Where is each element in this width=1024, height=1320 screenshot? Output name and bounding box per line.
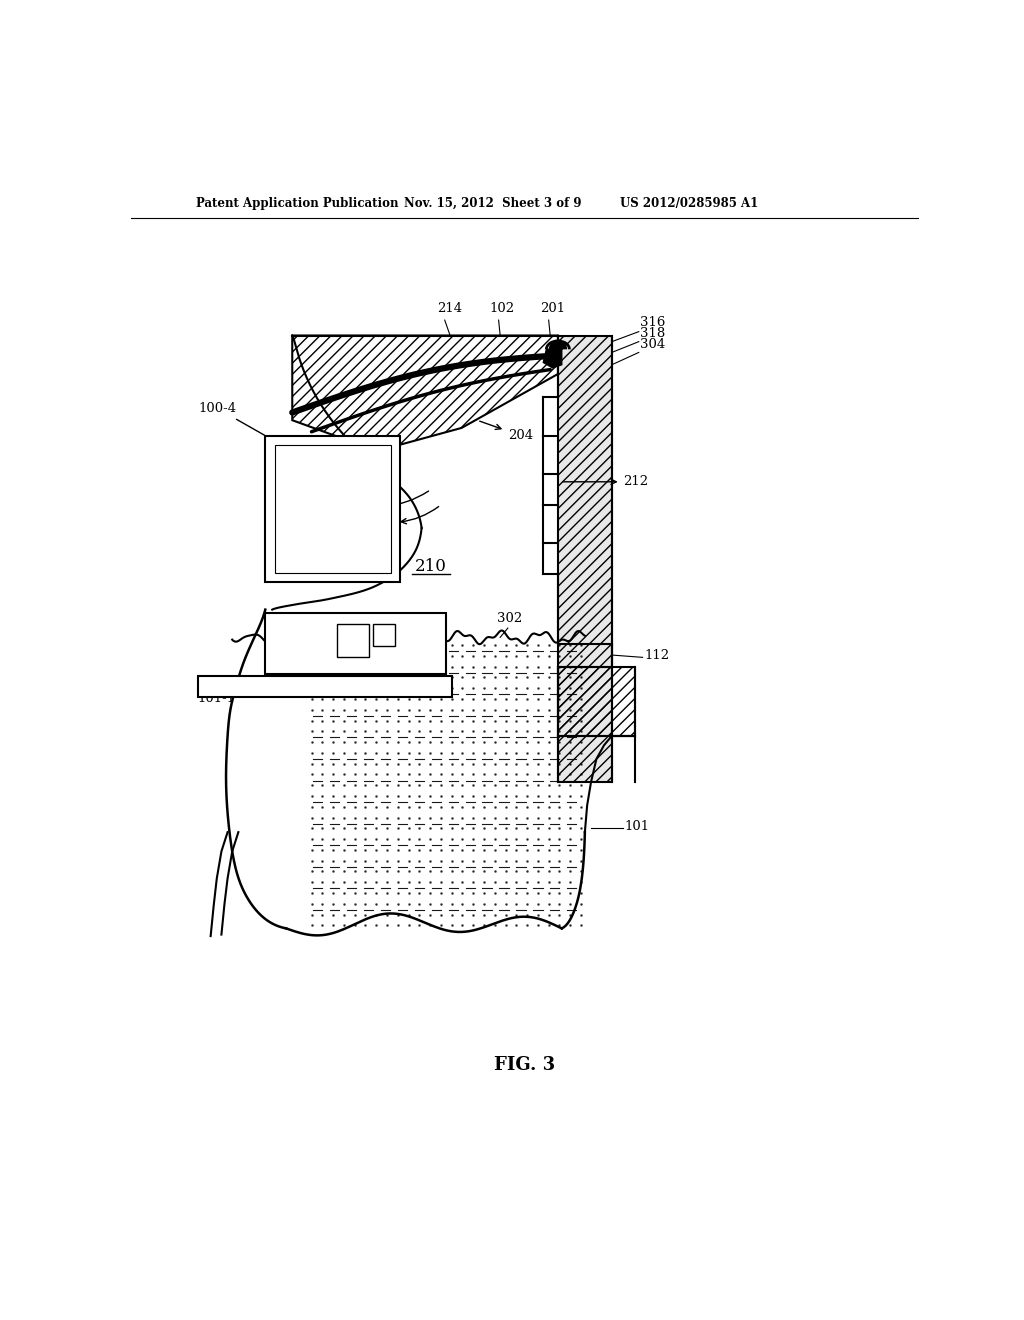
Text: 101: 101 — [625, 820, 650, 833]
Text: 102: 102 — [489, 302, 514, 315]
Polygon shape — [544, 350, 562, 368]
Bar — [373, 624, 394, 645]
Text: 214: 214 — [437, 302, 463, 315]
Text: 316: 316 — [640, 317, 666, 330]
Text: 201: 201 — [540, 302, 565, 315]
Bar — [558, 335, 611, 781]
Text: FIG. 3: FIG. 3 — [495, 1056, 555, 1074]
Text: 204: 204 — [479, 421, 532, 442]
Text: US 2012/0285985 A1: US 2012/0285985 A1 — [620, 197, 758, 210]
Bar — [265, 612, 446, 675]
Bar — [337, 624, 370, 656]
Text: Nov. 15, 2012  Sheet 3 of 9: Nov. 15, 2012 Sheet 3 of 9 — [403, 197, 582, 210]
Bar — [558, 335, 611, 781]
Text: 308: 308 — [350, 491, 429, 511]
Text: 318: 318 — [640, 327, 666, 341]
Text: Patent Application Publication: Patent Application Publication — [196, 197, 398, 210]
Text: 212: 212 — [563, 475, 648, 488]
Text: 302: 302 — [497, 612, 522, 626]
Text: 100-4: 100-4 — [199, 403, 289, 449]
Text: 304: 304 — [640, 338, 666, 351]
Bar — [558, 667, 635, 737]
Bar — [199, 676, 453, 697]
Text: 210: 210 — [415, 558, 446, 576]
Text: 101-1: 101-1 — [198, 685, 327, 705]
Text: 208: 208 — [369, 507, 438, 528]
Text: 112: 112 — [644, 649, 670, 663]
Polygon shape — [292, 335, 558, 451]
Wedge shape — [549, 341, 567, 350]
Bar — [274, 445, 391, 573]
Bar — [265, 436, 400, 582]
